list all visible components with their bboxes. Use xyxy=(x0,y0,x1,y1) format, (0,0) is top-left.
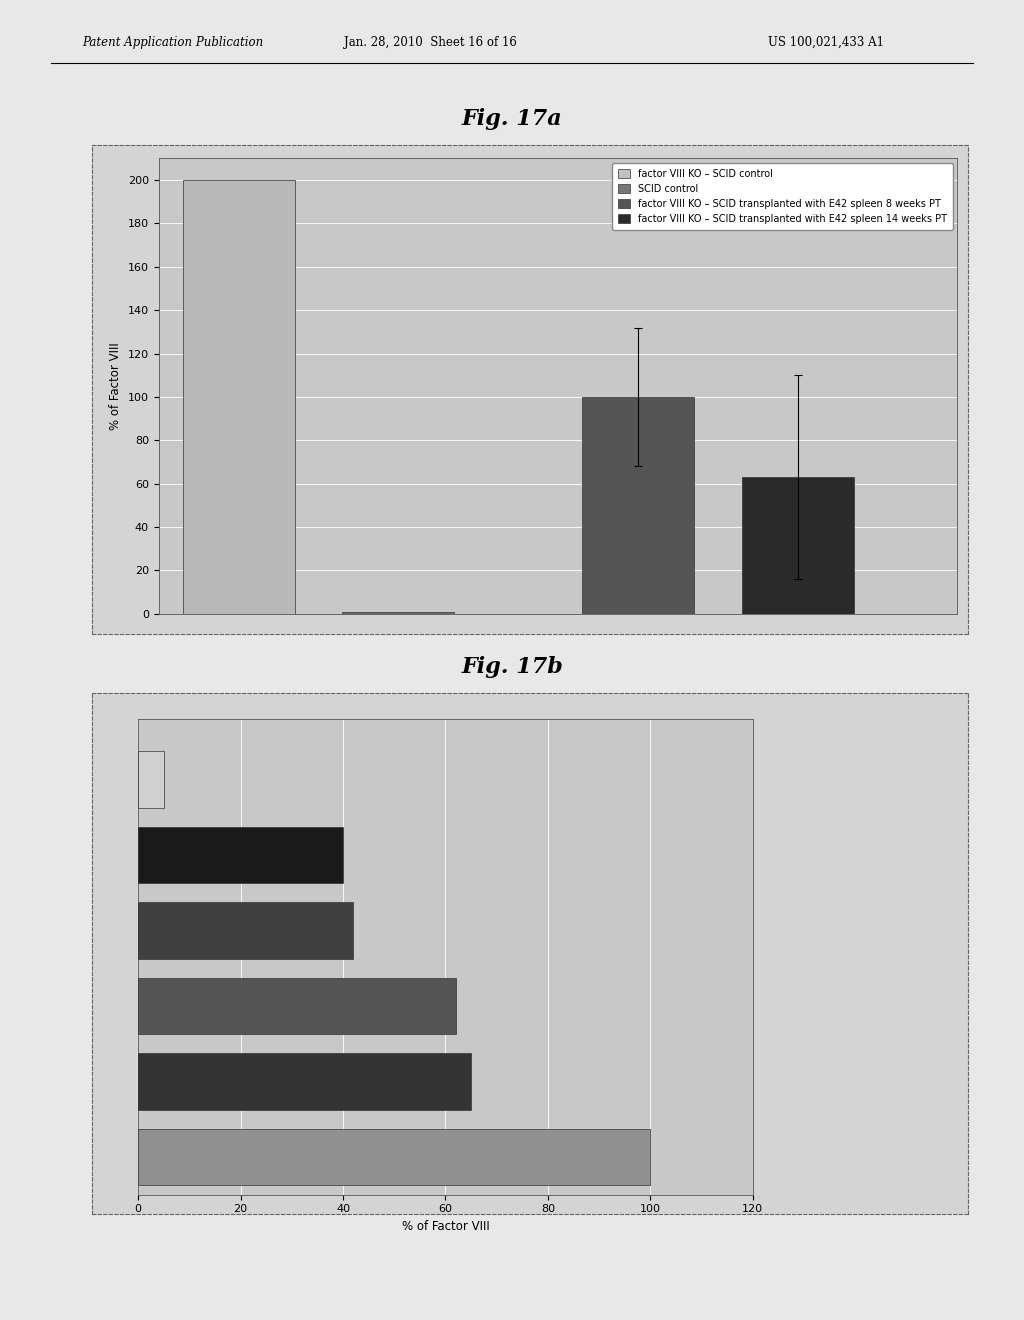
Bar xyxy=(342,611,455,614)
Bar xyxy=(138,1053,471,1110)
Bar xyxy=(182,180,295,614)
Y-axis label: % of Factor VIII: % of Factor VIII xyxy=(110,342,122,430)
Text: US 100,021,433 A1: US 100,021,433 A1 xyxy=(768,36,884,49)
Bar xyxy=(138,903,353,958)
Bar xyxy=(582,397,694,614)
Bar xyxy=(138,751,164,808)
Bar xyxy=(741,477,854,614)
Text: Fig. 17a: Fig. 17a xyxy=(462,108,562,131)
Text: Jan. 28, 2010  Sheet 16 of 16: Jan. 28, 2010 Sheet 16 of 16 xyxy=(344,36,516,49)
Bar xyxy=(138,826,343,883)
Text: Patent Application Publication: Patent Application Publication xyxy=(82,36,263,49)
Bar xyxy=(138,978,456,1035)
X-axis label: % of Factor VIII: % of Factor VIII xyxy=(401,1220,489,1233)
Legend: factor VIII KO – SCID control, SCID control, factor VIII KO – SCID transplanted : factor VIII KO – SCID control, SCID cont… xyxy=(612,164,952,230)
Text: Fig. 17b: Fig. 17b xyxy=(461,656,563,678)
Bar xyxy=(138,1129,650,1185)
